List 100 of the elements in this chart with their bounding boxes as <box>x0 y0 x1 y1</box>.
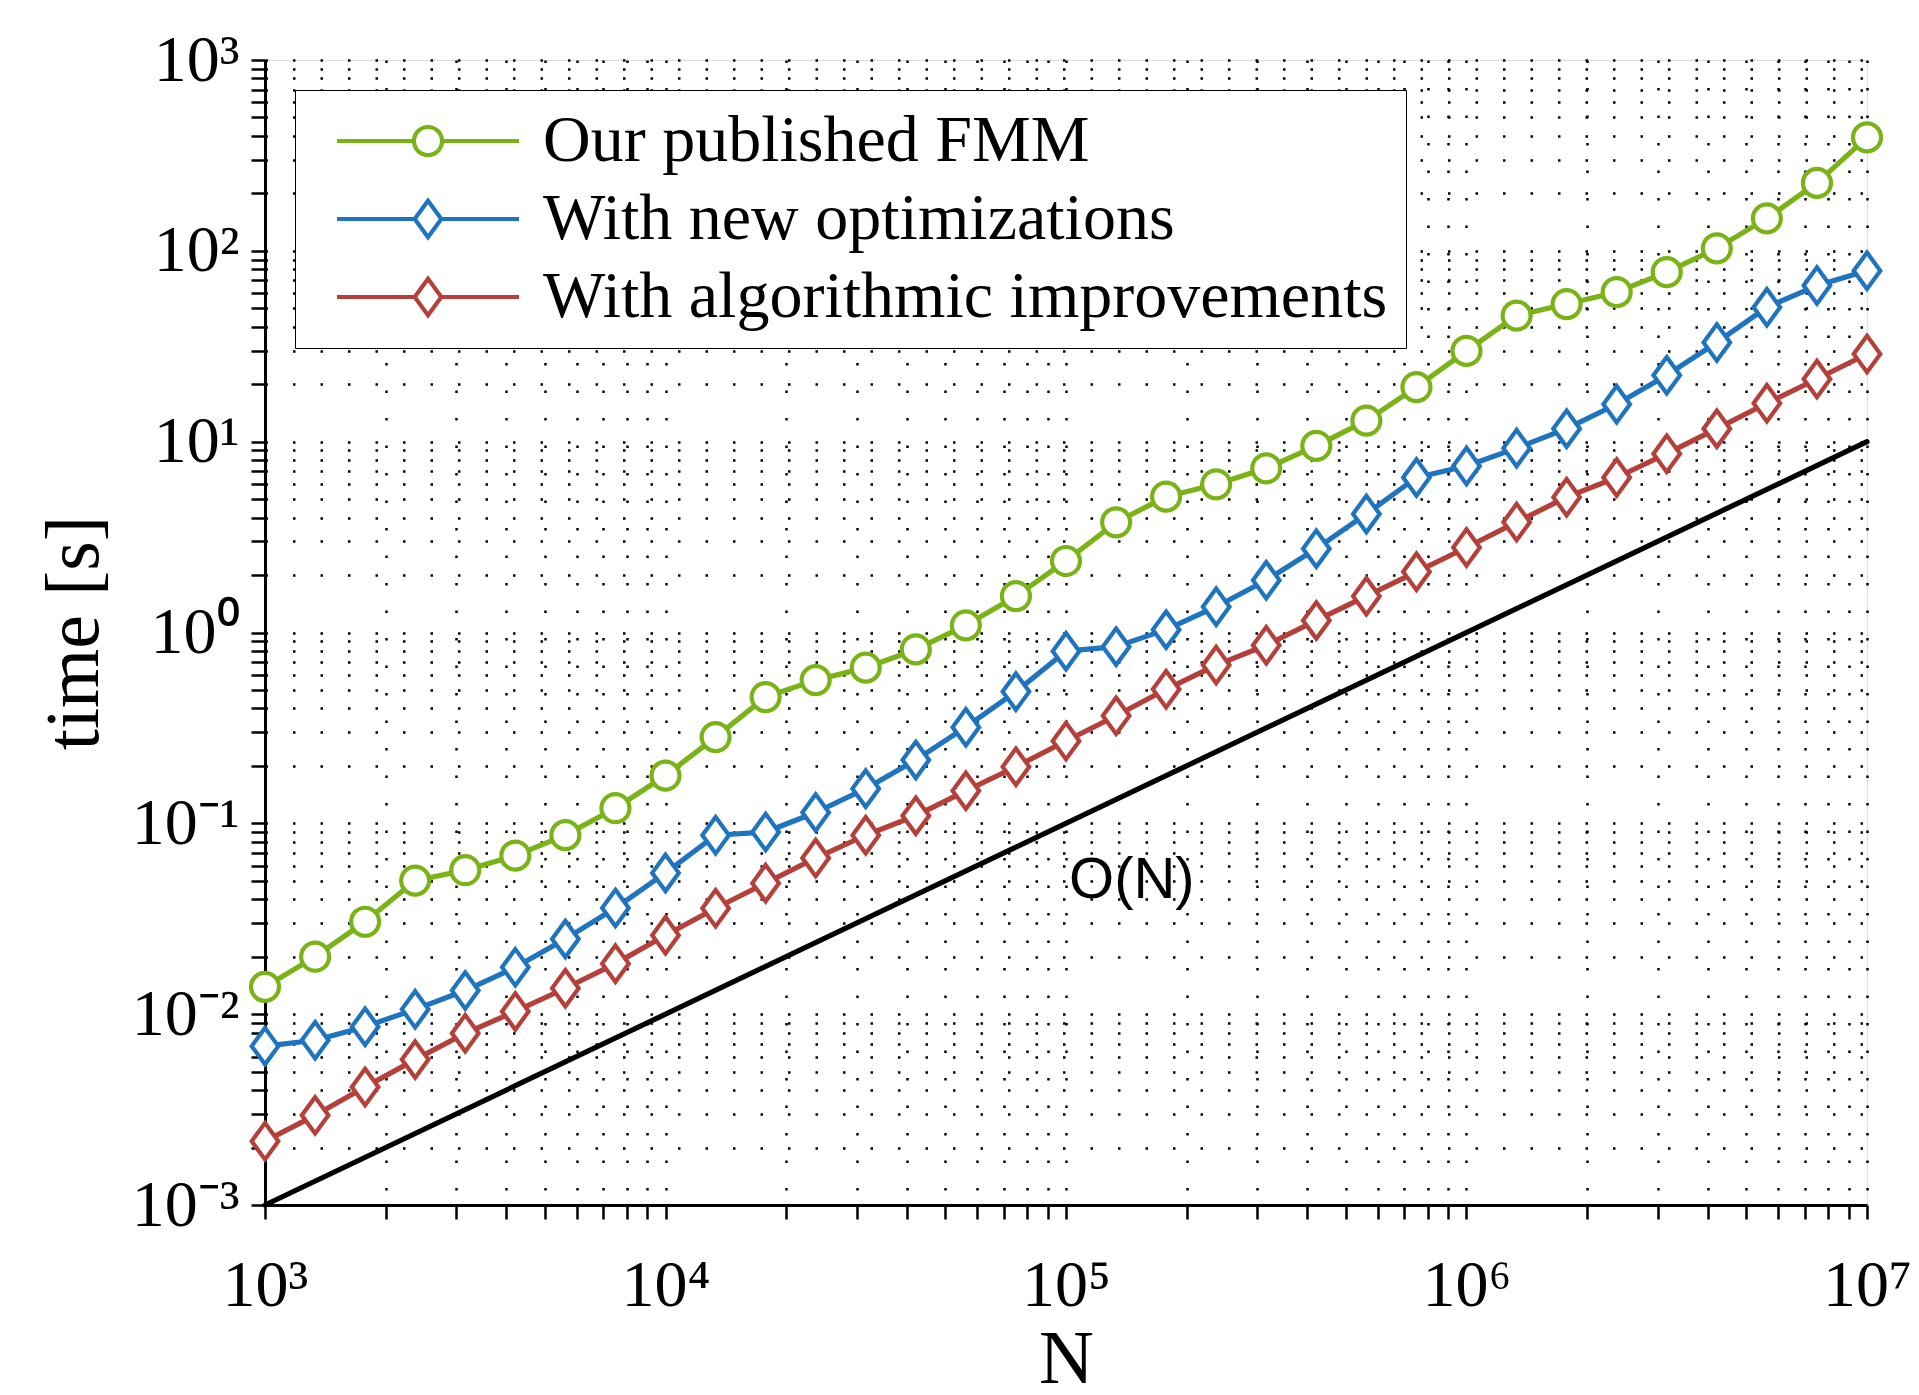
point <box>499 991 531 1032</box>
point <box>950 706 982 748</box>
point <box>449 970 481 1011</box>
point <box>1851 333 1883 375</box>
point <box>1350 493 1382 535</box>
y-tick-label: 10¹ <box>153 403 240 477</box>
point <box>900 739 932 781</box>
point <box>900 795 932 836</box>
point <box>1550 288 1583 321</box>
point <box>1451 445 1482 487</box>
point <box>248 970 282 1003</box>
point <box>1250 559 1282 601</box>
point <box>1200 644 1232 686</box>
point <box>1551 476 1582 518</box>
point <box>249 1120 281 1162</box>
point <box>650 852 681 894</box>
x-tick-label: 10⁷ <box>1822 1246 1913 1320</box>
point <box>1150 480 1183 513</box>
point <box>1500 299 1533 332</box>
point <box>1600 276 1633 309</box>
point <box>799 664 832 697</box>
point <box>1551 408 1582 449</box>
point <box>1350 575 1382 617</box>
point <box>299 1095 331 1136</box>
point <box>800 792 832 833</box>
point <box>1601 383 1633 425</box>
point <box>800 837 832 879</box>
point <box>1050 630 1082 672</box>
point <box>1250 624 1282 666</box>
point <box>1400 371 1433 404</box>
point <box>849 651 882 684</box>
point <box>749 680 782 714</box>
point <box>1651 433 1683 474</box>
point <box>1451 527 1482 568</box>
x-tick-label: 10⁴ <box>621 1246 711 1320</box>
point <box>499 947 531 988</box>
y-tick-label: 10² <box>153 212 240 286</box>
point <box>599 792 632 825</box>
point <box>1801 265 1833 306</box>
y-tick-label: 10⁰ <box>150 594 240 667</box>
point <box>650 915 681 956</box>
point <box>549 918 581 960</box>
point <box>1651 354 1683 396</box>
point <box>899 633 932 666</box>
point <box>1300 429 1333 462</box>
point <box>1300 600 1332 641</box>
point <box>549 819 582 852</box>
point <box>850 768 882 809</box>
point <box>299 940 332 973</box>
legend-label: With new optimizations <box>543 180 1175 253</box>
point <box>499 839 532 872</box>
point <box>750 862 781 904</box>
point <box>699 721 732 754</box>
point <box>1801 358 1833 400</box>
point <box>600 887 631 929</box>
point <box>299 1019 331 1061</box>
point <box>1850 121 1884 154</box>
annotation: O(N) <box>1069 844 1195 910</box>
point <box>1150 668 1182 710</box>
point <box>399 1039 431 1080</box>
y-tick-label: 10⁻¹ <box>131 784 240 858</box>
point <box>1751 286 1783 328</box>
point <box>1401 457 1432 498</box>
point <box>1751 382 1783 424</box>
point <box>1750 202 1783 235</box>
point <box>1450 334 1483 367</box>
y-tick-label: 10⁻³ <box>131 1166 240 1240</box>
point <box>399 989 431 1030</box>
point <box>1000 746 1032 788</box>
point <box>1049 544 1083 578</box>
point <box>1501 501 1533 543</box>
point <box>1300 528 1332 569</box>
point <box>600 943 631 984</box>
point <box>1100 695 1132 737</box>
point <box>349 905 382 938</box>
point <box>949 609 982 642</box>
x-tick-label: 10⁶ <box>1422 1246 1512 1320</box>
point <box>950 770 982 812</box>
point <box>549 967 581 1009</box>
point <box>1200 586 1232 628</box>
point <box>1701 408 1733 449</box>
point <box>449 1012 481 1054</box>
point <box>1200 468 1233 501</box>
point <box>1501 427 1533 469</box>
point <box>1250 452 1283 485</box>
point <box>349 1066 381 1108</box>
point <box>649 759 682 792</box>
point <box>449 854 482 887</box>
point <box>1601 457 1633 498</box>
legend-label: With algorithmic improvements <box>543 258 1388 331</box>
y-axis-title: time [s] <box>29 515 114 751</box>
point <box>700 887 732 929</box>
point <box>1851 250 1883 292</box>
point <box>1350 404 1383 437</box>
y-tick-label: 10⁻² <box>131 975 240 1049</box>
point <box>1401 551 1432 593</box>
legend-label: Our published FMM <box>543 102 1090 175</box>
point <box>1700 232 1733 265</box>
point <box>1150 609 1182 650</box>
point <box>349 1006 381 1047</box>
